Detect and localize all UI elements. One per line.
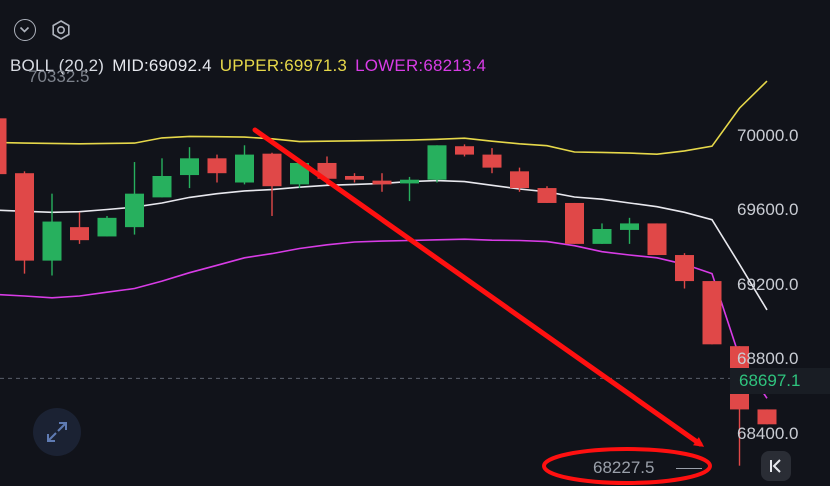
indicator-legend: BOLL (20,2) MID:69092.4 UPPER:69971.3 LOWER… — [10, 56, 494, 76]
candle-body — [592, 229, 612, 244]
low-highlight-ellipse — [542, 447, 712, 485]
candle-body — [152, 175, 172, 198]
candle-body — [235, 154, 254, 183]
chevron-down-icon[interactable] — [14, 19, 36, 41]
candle — [180, 147, 199, 189]
candle-body — [565, 202, 584, 244]
candle — [15, 171, 34, 274]
candle — [510, 167, 529, 192]
candle-body — [620, 223, 639, 230]
candle — [345, 173, 364, 183]
candle-body — [510, 171, 529, 189]
expand-button[interactable] — [33, 408, 81, 456]
last-price-tag: 68697.1 — [730, 368, 830, 394]
candle — [620, 217, 639, 244]
settings-icon[interactable] — [50, 19, 72, 41]
y-tick-label: 69200.0 — [737, 274, 799, 294]
y-tick-label: 69600.0 — [737, 200, 799, 220]
low-price-marker — [676, 468, 702, 469]
candle-body — [427, 145, 447, 180]
y-tick-label: 70000.0 — [737, 126, 799, 145]
candle-body — [647, 223, 667, 256]
candle-body — [537, 188, 557, 203]
candle — [235, 145, 254, 185]
candle — [702, 281, 722, 345]
mid-value: MID:69092.4 — [112, 56, 212, 75]
expand-icon — [47, 422, 67, 442]
candle — [675, 253, 694, 289]
candle-body — [675, 255, 694, 282]
candle-body — [757, 409, 777, 425]
candle — [262, 152, 282, 216]
y-tick-label: 68400.0 — [737, 423, 799, 443]
candle — [125, 162, 144, 235]
candle-body — [482, 154, 502, 168]
candle-body — [345, 175, 364, 180]
candle-body — [97, 217, 117, 237]
candle — [207, 154, 227, 183]
candle — [592, 223, 612, 244]
candle — [400, 176, 419, 202]
candle-body — [42, 221, 62, 261]
candle — [70, 212, 89, 244]
candle-body — [455, 146, 474, 155]
candle — [97, 215, 117, 237]
candle-body — [125, 193, 144, 228]
candle-body — [702, 281, 722, 345]
low-price-label: 68227.5 — [593, 458, 655, 477]
candle — [482, 148, 502, 174]
upper-band-line — [0, 80, 768, 156]
candle — [565, 202, 584, 244]
collapse-left-icon — [770, 459, 781, 473]
candle-body — [262, 153, 282, 187]
candle-body — [0, 118, 7, 175]
candle-body — [290, 162, 309, 185]
candle — [427, 145, 447, 183]
candle — [0, 118, 7, 175]
high-price-label: 70332.5 — [28, 67, 90, 86]
candle-body — [180, 158, 199, 176]
trend-arrow — [252, 127, 705, 447]
lower-value: LOWER:68213.4 — [355, 56, 487, 75]
candle — [42, 193, 62, 276]
candle — [152, 158, 172, 198]
candle-body — [207, 158, 227, 174]
candle — [537, 186, 557, 203]
candle — [757, 409, 777, 425]
candle-body — [400, 179, 419, 184]
candle — [647, 223, 667, 256]
lower-band-line — [0, 238, 768, 399]
candle-body — [15, 173, 34, 261]
candle — [455, 144, 474, 157]
candle — [372, 173, 392, 192]
candle-body — [70, 227, 89, 241]
boll-label: BOLL (20,2) — [10, 56, 105, 75]
upper-value: UPPER:69971.3 — [219, 56, 348, 75]
candle — [290, 160, 309, 189]
y-tick-label: 68800.0 — [737, 349, 799, 369]
candle-body — [372, 180, 392, 185]
scroll-to-latest-button[interactable] — [761, 451, 791, 481]
